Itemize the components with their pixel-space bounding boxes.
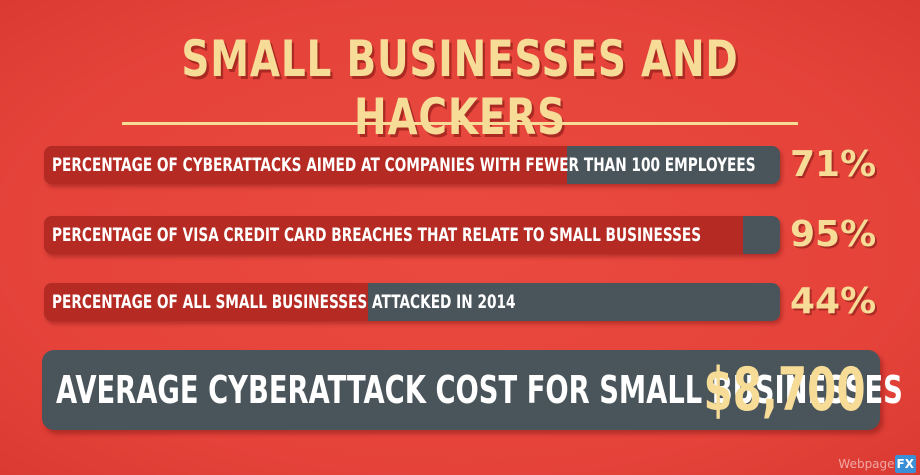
bar-value-label: 71% (790, 144, 877, 185)
title-underline (122, 122, 798, 125)
average-cost-value: $8,700 (703, 355, 866, 425)
bar-label: PERCENTAGE OF VISA CREDIT CARD BREACHES … (52, 224, 702, 246)
bar-row: PERCENTAGE OF CYBERATTACKS AIMED AT COMP… (44, 146, 780, 184)
page-title: SMALL BUSINESSES AND HACKERS (181, 30, 739, 146)
bar-label: PERCENTAGE OF ALL SMALL BUSINESSES ATTAC… (52, 291, 516, 313)
brand-suffix: FX (894, 455, 916, 473)
bar-fill (44, 283, 368, 321)
bar-fill (44, 216, 744, 254)
bar-row: PERCENTAGE OF VISA CREDIT CARD BREACHES … (44, 216, 780, 254)
brand-logo: Webpage FX (838, 455, 916, 473)
brand-prefix: Webpage (838, 457, 895, 471)
bar-row: PERCENTAGE OF ALL SMALL BUSINESSES ATTAC… (44, 283, 780, 321)
average-cost-panel: AVERAGE CYBERATTACK COST FOR SMALL BUSIN… (42, 350, 903, 430)
average-cost-label: AVERAGE CYBERATTACK COST FOR SMALL BUSIN… (56, 368, 903, 412)
bar-value-label: 95% (790, 214, 877, 255)
bar-value-label: 44% (790, 281, 877, 322)
bar-label: PERCENTAGE OF CYBERATTACKS AIMED AT COMP… (52, 154, 756, 176)
bar-fill (44, 146, 567, 184)
